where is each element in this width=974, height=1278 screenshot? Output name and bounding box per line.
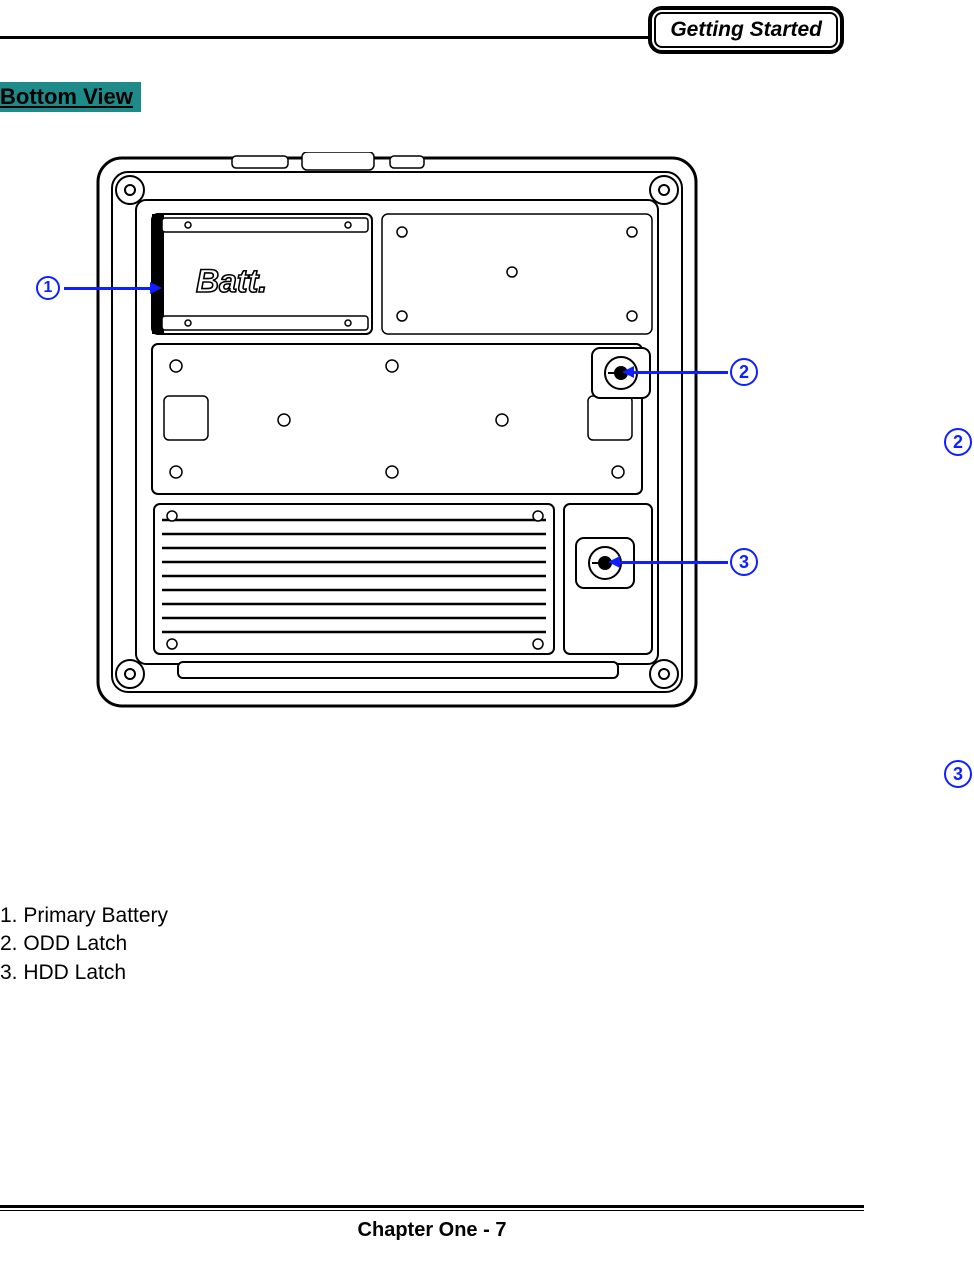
footer-rule-thin	[0, 1210, 864, 1211]
figure-wrap: Batt.	[0, 152, 974, 792]
section-heading-text: Bottom View	[0, 84, 133, 109]
stray-callout-3: 3	[944, 760, 972, 788]
stray-callout-2: 2	[944, 428, 972, 456]
footer-text: Chapter One - 7	[0, 1219, 864, 1242]
callout-2: 2	[730, 358, 758, 386]
callout-3-label: 3	[739, 552, 749, 573]
footer-rule-thick	[0, 1205, 864, 1208]
section-heading: Bottom View	[0, 82, 141, 112]
legend: 1. Primary Battery 2. ODD Latch 3. HDD L…	[0, 902, 974, 987]
callout-2-arrow-line	[632, 371, 728, 374]
chapter-badge: Getting Started	[648, 6, 844, 54]
legend-item-3: 3. HDD Latch	[0, 959, 974, 987]
device-bottom-illustration: Batt.	[92, 152, 702, 712]
callout-1: 1	[36, 276, 60, 300]
legend-item-1: 1. Primary Battery	[0, 902, 974, 930]
chapter-badge-label: Getting Started	[654, 12, 838, 48]
callout-1-arrow-line	[64, 287, 150, 290]
callout-2-label: 2	[739, 362, 749, 383]
callout-3-arrow-line	[618, 561, 728, 564]
legend-item-2: 2. ODD Latch	[0, 930, 974, 958]
page-footer: Chapter One - 7	[0, 1205, 974, 1242]
battery-label-text: Batt.	[196, 263, 267, 299]
stray-callout-3-label: 3	[953, 764, 963, 785]
callout-3: 3	[730, 548, 758, 576]
callout-2-arrow-head	[622, 366, 634, 378]
callout-1-label: 1	[44, 279, 53, 297]
callout-3-arrow-head	[608, 556, 620, 568]
page-header: Getting Started	[0, 0, 974, 48]
callout-1-arrow-head	[150, 282, 162, 294]
stray-callout-2-label: 2	[953, 432, 963, 453]
